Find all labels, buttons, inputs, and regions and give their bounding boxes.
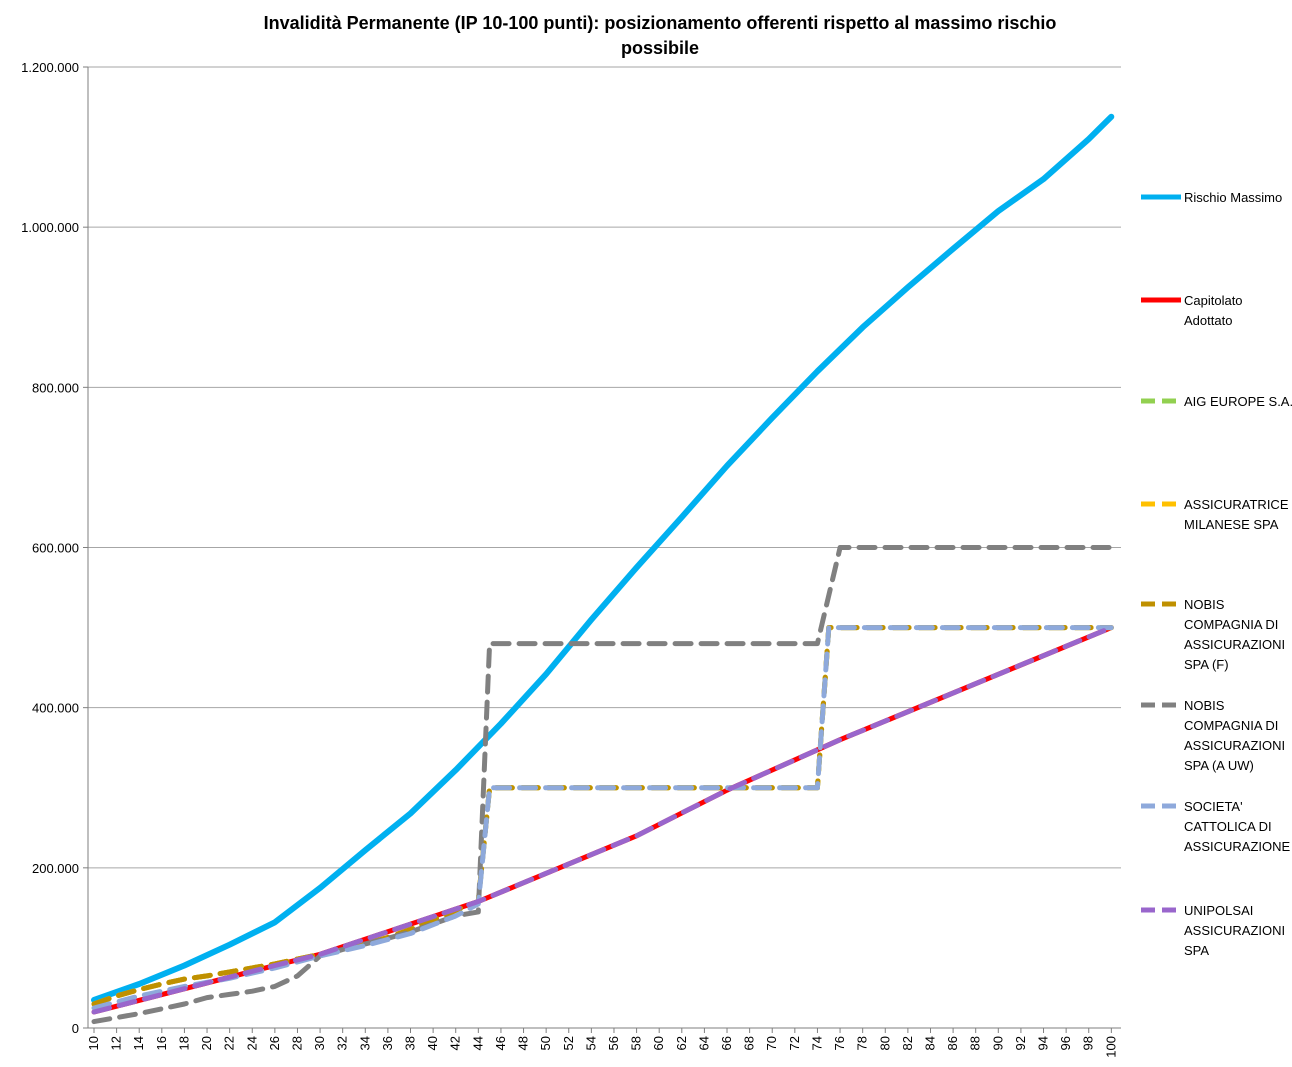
x-tick-label: 50 (538, 1036, 553, 1050)
series-line-1 (91, 113, 1115, 1003)
x-tick-label: 18 (176, 1036, 191, 1050)
legend-label: Rischio Massimo (1184, 190, 1282, 205)
y-tick-label: 800.000 (32, 380, 79, 395)
legend-label: SPA (1184, 943, 1209, 958)
x-tick-label: 36 (380, 1036, 395, 1050)
x-tick-label: 84 (922, 1036, 937, 1050)
x-tick-label: 74 (809, 1036, 824, 1050)
legend-label: MILANESE SPA (1184, 517, 1279, 532)
legend-label: NOBIS (1184, 597, 1225, 612)
x-tick-label: 46 (493, 1036, 508, 1050)
legend-label: AIG EUROPE S.A. (1184, 394, 1292, 409)
series-line-8 (91, 625, 1114, 1015)
x-tick-label: 24 (244, 1036, 259, 1050)
legend-label: Capitolato (1184, 293, 1243, 308)
x-tick-label: 98 (1081, 1036, 1096, 1050)
legend-label: SOCIETA' (1184, 799, 1243, 814)
axes: 0 200.000 400.000 600.000 800.000 1.000.000 1.… (21, 60, 1121, 1058)
x-tick-label: 10 (86, 1036, 101, 1050)
series-lines (91, 113, 1115, 1025)
x-tick-label: 86 (945, 1036, 960, 1050)
legend-label: COMPAGNIA DI (1184, 718, 1278, 733)
x-tick-label: 48 (516, 1036, 531, 1050)
series-line-5 (91, 625, 1114, 1007)
legend-label: UNIPOLSAI (1184, 903, 1253, 918)
x-tick-label: 52 (561, 1036, 576, 1050)
x-tick-label: 80 (877, 1036, 892, 1050)
x-tick-label: 42 (448, 1036, 463, 1050)
x-tick-label: 66 (719, 1036, 734, 1050)
y-tick-label: 1.000.000 (21, 220, 79, 235)
y-tick-label: 400.000 (32, 701, 79, 716)
chart-title-line-1: Invalidità Permanente (IP 10-100 punti):… (264, 13, 1057, 33)
x-tick-label: 40 (425, 1036, 440, 1050)
series-line-2 (91, 625, 1114, 1015)
y-tick-label: 200.000 (32, 861, 79, 876)
series-line-4 (91, 625, 1114, 1007)
y-tick-label: 0 (72, 1021, 79, 1036)
legend: Rischio Massimo Capitolato Adottato AIG EUR… (1141, 190, 1292, 958)
legend-label: SPA (A UW) (1184, 758, 1254, 773)
x-tick-label: 58 (629, 1036, 644, 1050)
x-tick-label: 20 (199, 1036, 214, 1050)
legend-label: Adottato (1184, 313, 1232, 328)
x-tick-label: 22 (222, 1036, 237, 1050)
legend-label: ASSICURAZIONI (1184, 923, 1285, 938)
x-tick-label: 68 (742, 1036, 757, 1050)
series-line-3 (91, 625, 1114, 1007)
x-tick-label: 78 (855, 1036, 870, 1050)
legend-label: ASSICURATRICE (1184, 497, 1289, 512)
x-tick-label: 28 (289, 1036, 304, 1050)
x-tick-label: 76 (832, 1036, 847, 1050)
x-tick-label: 26 (267, 1036, 282, 1050)
x-tick-label: 60 (651, 1036, 666, 1050)
legend-label: ASSICURAZIONI (1184, 637, 1285, 652)
x-tick-label: 72 (787, 1036, 802, 1050)
y-tick-label: 600.000 (32, 541, 79, 556)
series-line-7 (91, 625, 1114, 1011)
x-tick-label: 100 (1103, 1036, 1118, 1058)
x-tick-label: 56 (606, 1036, 621, 1050)
x-tick-label: 32 (335, 1036, 350, 1050)
x-tick-label: 12 (109, 1036, 124, 1050)
x-tick-label: 34 (357, 1036, 372, 1050)
x-tick-label: 38 (403, 1036, 418, 1050)
x-tick-label: 44 (470, 1036, 485, 1050)
legend-label: ASSICURAZIONE (1184, 839, 1291, 854)
legend-label: COMPAGNIA DI (1184, 617, 1278, 632)
x-tick-label: 88 (968, 1036, 983, 1050)
x-tick-label: 62 (674, 1036, 689, 1050)
x-tick-label: 82 (900, 1036, 915, 1050)
x-tick-label: 16 (154, 1036, 169, 1050)
x-tick-label: 92 (1013, 1036, 1028, 1050)
x-tick-label: 14 (131, 1036, 146, 1050)
legend-label: SPA (F) (1184, 657, 1229, 672)
legend-label: CATTOLICA DI (1184, 819, 1272, 834)
legend-label: ASSICURAZIONI (1184, 738, 1285, 753)
chart-title-line-2: possibile (621, 38, 699, 58)
x-tick-label: 54 (583, 1036, 598, 1050)
y-tick-label: 1.200.000 (21, 60, 79, 75)
legend-label: NOBIS (1184, 698, 1225, 713)
series-line-6 (91, 545, 1114, 1025)
x-tick-label: 64 (696, 1036, 711, 1050)
x-tick-label: 96 (1058, 1036, 1073, 1050)
x-tick-label: 90 (990, 1036, 1005, 1050)
gridlines (88, 66, 1121, 869)
x-tick-label: 30 (312, 1036, 327, 1050)
x-tick-label: 70 (764, 1036, 779, 1050)
x-tick-label: 94 (1036, 1036, 1051, 1050)
